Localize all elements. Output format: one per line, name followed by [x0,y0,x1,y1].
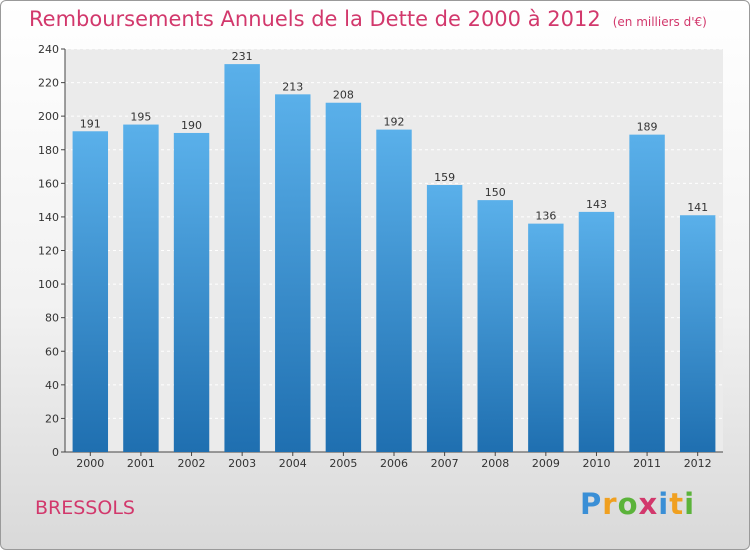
bar [224,64,260,453]
y-tick-label: 140 [38,211,59,224]
y-tick-label: 200 [38,110,59,123]
bar-value-label: 136 [535,210,556,223]
x-tick-label: 2006 [380,457,408,470]
bar-value-label: 192 [384,116,405,129]
chart-title-text: Remboursements Annuels de la Dette de 20… [29,7,601,31]
y-tick-label: 220 [38,77,59,90]
x-tick-label: 2003 [228,457,256,470]
logo-letter: r [602,487,618,521]
x-tick-label: 2002 [178,457,206,470]
x-tick-label: 2009 [532,457,560,470]
bar [72,131,109,452]
y-tick-label: 60 [45,345,59,358]
bar-value-label: 191 [80,117,101,130]
logo-letter: i [658,487,670,521]
bar [173,132,210,453]
commune-name: BRESSOLS [35,497,135,519]
x-tick-label: 2011 [633,457,661,470]
x-tick-label: 2004 [279,457,307,470]
x-tick-label: 2005 [329,457,357,470]
y-tick-label: 20 [45,412,59,425]
y-tick-label: 120 [38,245,59,258]
bar-value-label: 150 [485,186,506,199]
bar [426,185,463,452]
logo-letter: i [684,487,696,521]
x-tick-label: 2000 [76,457,104,470]
bar-value-label: 143 [586,198,607,211]
y-tick-label: 240 [38,43,59,56]
x-tick-label: 2007 [431,457,459,470]
y-tick-label: 160 [38,177,59,190]
bar-value-label: 208 [333,89,354,102]
bar [477,200,513,452]
bar-value-label: 213 [282,80,303,93]
x-tick-label: 2010 [582,457,610,470]
x-tick-label: 2001 [127,457,155,470]
y-tick-label: 80 [45,312,59,325]
bar-value-label: 159 [434,171,455,184]
logo-letter: o [617,487,639,521]
logo-letter: P [580,487,603,521]
bar [275,94,311,453]
chart-title: Remboursements Annuels de la Dette de 20… [29,7,707,31]
bar [325,102,362,452]
bar [376,129,412,452]
bar [679,215,716,452]
bar-value-label: 189 [637,121,658,134]
bar [123,124,159,452]
y-tick-label: 180 [38,144,59,157]
x-tick-label: 2008 [481,457,509,470]
logo-letter: t [669,487,685,521]
bar [578,211,615,452]
bar [629,134,665,452]
bar-value-label: 141 [687,201,708,214]
logo-letter: x [638,487,659,521]
x-tick-label: 2012 [684,457,712,470]
proxiti-logo: Proxiti [580,487,695,521]
bar-value-label: 195 [130,111,151,124]
bar-value-label: 231 [232,50,253,63]
y-tick-label: 40 [45,379,59,392]
y-tick-label: 0 [52,446,59,459]
chart-unit: (en milliers d'€) [612,15,707,29]
bar [528,223,564,452]
y-tick-label: 100 [38,278,59,291]
bar-value-label: 190 [181,119,202,132]
